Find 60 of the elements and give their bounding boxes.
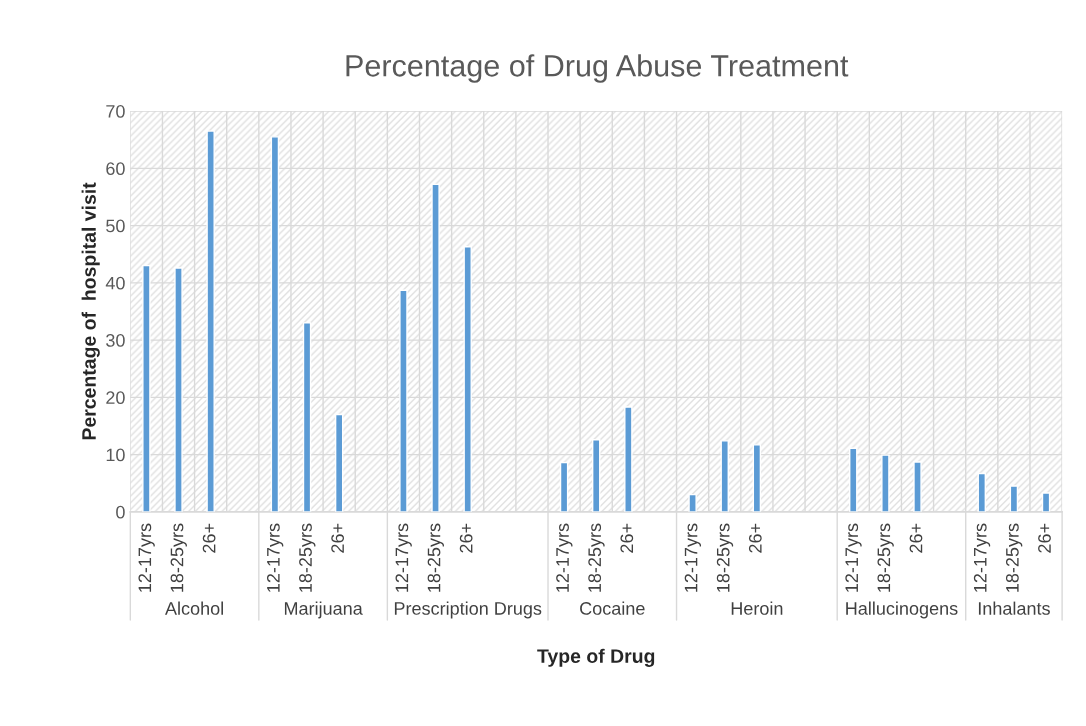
x-tick-label: 18-25yrs bbox=[299, 523, 316, 592]
bar bbox=[1041, 492, 1051, 512]
bar bbox=[1009, 485, 1019, 512]
x-tick-label: 12-17yrs bbox=[395, 523, 412, 592]
x-tick-label: 26+ bbox=[331, 523, 345, 553]
bar bbox=[463, 246, 472, 512]
x-tick-label: 26+ bbox=[620, 523, 634, 553]
x-tick-label: 26+ bbox=[459, 523, 473, 553]
x-tick-label: 12-17yrs bbox=[556, 523, 573, 592]
bar bbox=[142, 264, 151, 512]
chart-title: Percentage of Drug Abuse Treatment bbox=[346, 54, 849, 83]
bar bbox=[977, 472, 987, 512]
text: Heroin bbox=[731, 601, 783, 615]
bar bbox=[913, 461, 922, 512]
bar bbox=[302, 322, 312, 512]
y-tick-label: 60 bbox=[106, 162, 125, 176]
bar bbox=[624, 406, 633, 512]
y-tick-label: 10 bbox=[106, 448, 125, 462]
y-tick-label: 0 bbox=[116, 505, 125, 519]
text: Alcohol bbox=[165, 601, 223, 615]
x-tick-label: 26+ bbox=[748, 523, 762, 553]
bar bbox=[688, 493, 697, 512]
text: Hallucinogens bbox=[846, 601, 958, 619]
x-tick-label: 18-25yrs bbox=[170, 523, 187, 592]
x-tick-label: 12-17yrs bbox=[138, 523, 155, 592]
bar bbox=[881, 454, 890, 512]
bar bbox=[752, 444, 762, 512]
text: Cocaine bbox=[580, 601, 645, 615]
y-axis-title: Percentage of hospital visit bbox=[81, 182, 100, 440]
bar bbox=[206, 130, 215, 512]
text: Inhalants bbox=[978, 601, 1050, 615]
x-tick-label: 18-25yrs bbox=[588, 523, 605, 592]
bar bbox=[849, 447, 858, 512]
bar bbox=[270, 136, 280, 512]
x-tick-label: 18-25yrs bbox=[427, 523, 444, 592]
bar bbox=[720, 440, 729, 512]
y-tick-label: 20 bbox=[106, 391, 125, 405]
x-tick-label: 26+ bbox=[909, 523, 923, 553]
x-tick-label: 26+ bbox=[202, 523, 216, 553]
x-axis-title: Type of Drug bbox=[537, 648, 655, 667]
x-tick-label: 18-25yrs bbox=[716, 523, 734, 592]
bar bbox=[559, 461, 569, 512]
y-tick-label: 30 bbox=[106, 334, 125, 347]
x-tick-label: 18-25yrs bbox=[877, 523, 894, 592]
x-tick-label: 12-17yrs bbox=[845, 523, 862, 592]
bar bbox=[174, 267, 183, 512]
text: Marijuana bbox=[284, 601, 363, 619]
bar bbox=[334, 413, 344, 512]
x-tick-label: 12-17yrs bbox=[973, 523, 991, 592]
bar bbox=[399, 289, 408, 512]
bar bbox=[591, 438, 601, 512]
x-tick-label: 12-17yrs bbox=[684, 523, 702, 592]
bar bbox=[431, 183, 440, 512]
x-tick-label: 26+ bbox=[1038, 523, 1051, 553]
y-tick-label: 70 bbox=[106, 105, 125, 118]
x-tick-label: 12-17yrs bbox=[266, 523, 284, 592]
y-tick-label: 50 bbox=[106, 219, 125, 233]
y-tick-label: 40 bbox=[105, 276, 125, 290]
x-tick-label: 18-25yrs bbox=[1005, 523, 1023, 592]
text: Prescription Drugs bbox=[394, 601, 542, 619]
